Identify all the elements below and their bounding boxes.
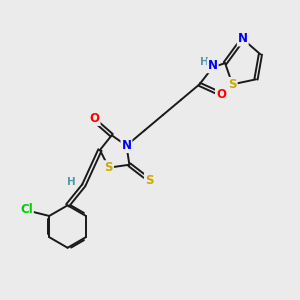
Text: H: H: [200, 57, 209, 67]
Text: S: S: [104, 161, 113, 174]
Text: N: N: [208, 59, 218, 72]
Text: H: H: [67, 177, 76, 188]
Text: Cl: Cl: [20, 203, 33, 216]
Text: N: N: [238, 32, 248, 46]
Text: S: S: [145, 173, 153, 187]
Text: O: O: [90, 112, 100, 125]
Text: O: O: [216, 88, 226, 100]
Text: S: S: [228, 78, 237, 91]
Text: N: N: [122, 139, 131, 152]
